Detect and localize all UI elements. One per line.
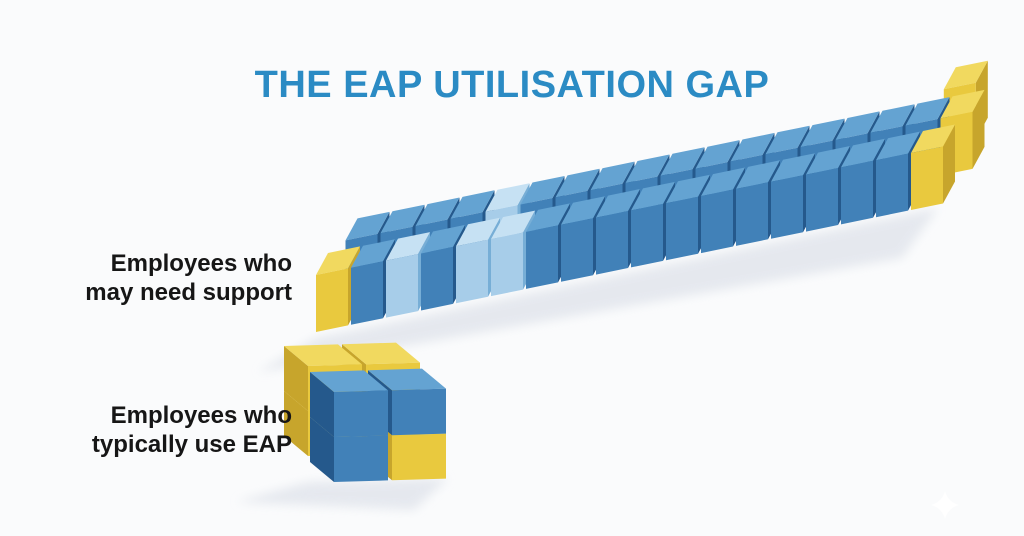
label-may-need-support: Employees who may need support: [40, 249, 292, 307]
label-line: may need support: [85, 279, 292, 306]
eap-cluster-cubes: [284, 342, 446, 482]
label-typically-use-eap: Employees who typically use EAP: [40, 401, 292, 459]
eap-cluster-shadow: [236, 478, 448, 510]
support-bar-shadow: [258, 208, 938, 372]
label-line: typically use EAP: [91, 431, 292, 458]
label-line: Employees who: [110, 402, 292, 429]
label-line: Employees who: [110, 250, 292, 277]
support-bar-cubes: [316, 60, 988, 332]
page-title: THE EAP UTILISATION GAP: [254, 64, 770, 106]
sparkle-icon: [931, 491, 959, 519]
